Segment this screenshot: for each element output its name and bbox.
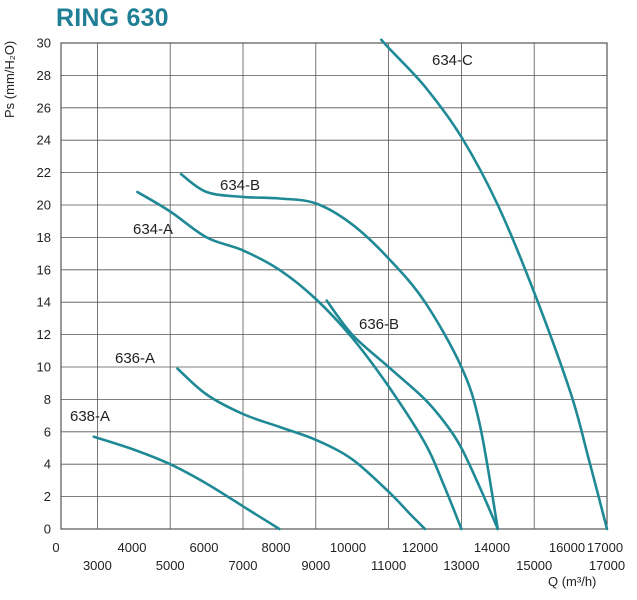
y-tick-label: 2 xyxy=(44,489,51,504)
y-tick-label: 16 xyxy=(37,262,51,277)
series-line-636-A xyxy=(176,367,427,531)
x-tick-label-top: 10000 xyxy=(330,540,366,555)
y-tick-label: 6 xyxy=(44,424,51,439)
x-axis-label: Q (m³/h) xyxy=(548,574,597,589)
series-line-634-B xyxy=(179,172,500,531)
x-tick-label-top: 0 xyxy=(52,540,59,555)
series-lines xyxy=(92,38,609,531)
y-tick-label: 26 xyxy=(37,100,51,115)
y-tick-label: 12 xyxy=(37,327,51,342)
y-tick-label: 30 xyxy=(37,36,51,51)
y-tick-label: 4 xyxy=(44,457,51,472)
x-tick-label-bottom: 5000 xyxy=(156,558,185,573)
series-label-634-A: 634-A xyxy=(133,221,173,238)
x-tick-label-top: 4000 xyxy=(118,540,147,555)
x-tick-label-top: 16000 xyxy=(549,540,585,555)
x-tick-label-bottom: 13000 xyxy=(443,558,479,573)
y-tick-label: 20 xyxy=(37,198,51,213)
series-line-638-A xyxy=(92,435,281,531)
y-tick-label: 10 xyxy=(37,360,51,375)
y-tick-label: 22 xyxy=(37,165,51,180)
y-tick-label: 18 xyxy=(37,230,51,245)
x-tick-label-top: 17000 xyxy=(587,540,623,555)
x-tick-label-bottom: 7000 xyxy=(229,558,258,573)
x-tick-label-top: 12000 xyxy=(402,540,438,555)
series-label-634-C: 634-C xyxy=(432,52,473,69)
series-label-636-A: 636-A xyxy=(115,350,155,367)
series-label-634-B: 634-B xyxy=(220,177,260,194)
x-tick-label-bottom: 17000 xyxy=(589,558,625,573)
x-tick-label-top: 6000 xyxy=(190,540,219,555)
x-tick-labels-bottom: 3000 5000 7000 9000 11000 13000 15000 17000 xyxy=(83,558,625,573)
y-tick-label: 0 xyxy=(44,522,51,537)
series-line-634-C xyxy=(380,38,609,531)
chart-title: RING 630 xyxy=(56,4,169,32)
x-tick-label-top: 14000 xyxy=(474,540,510,555)
x-tick-label-bottom: 9000 xyxy=(301,558,330,573)
y-tick-label: 8 xyxy=(44,392,51,407)
series-line-634-A xyxy=(136,190,463,531)
series-line-636-B xyxy=(325,299,500,531)
x-tick-label-bottom: 3000 xyxy=(83,558,112,573)
y-tick-label: 24 xyxy=(37,133,51,148)
x-tick-label-bottom: 15000 xyxy=(516,558,552,573)
x-tick-label-bottom: 11000 xyxy=(371,558,406,573)
series-labels: 638-A 636-A 636-B 634-A 634-B 634-C xyxy=(70,52,473,425)
y-tick-label: 28 xyxy=(37,68,51,83)
series-label-638-A: 638-A xyxy=(70,408,110,425)
plot-area xyxy=(60,42,608,530)
x-tick-labels-top: 0 4000 6000 8000 10000 12000 14000 16000 17000 xyxy=(52,540,623,555)
series-label-636-B: 636-B xyxy=(359,316,399,333)
y-tick-label: 14 xyxy=(37,295,51,310)
x-tick-label-top: 8000 xyxy=(262,540,291,555)
